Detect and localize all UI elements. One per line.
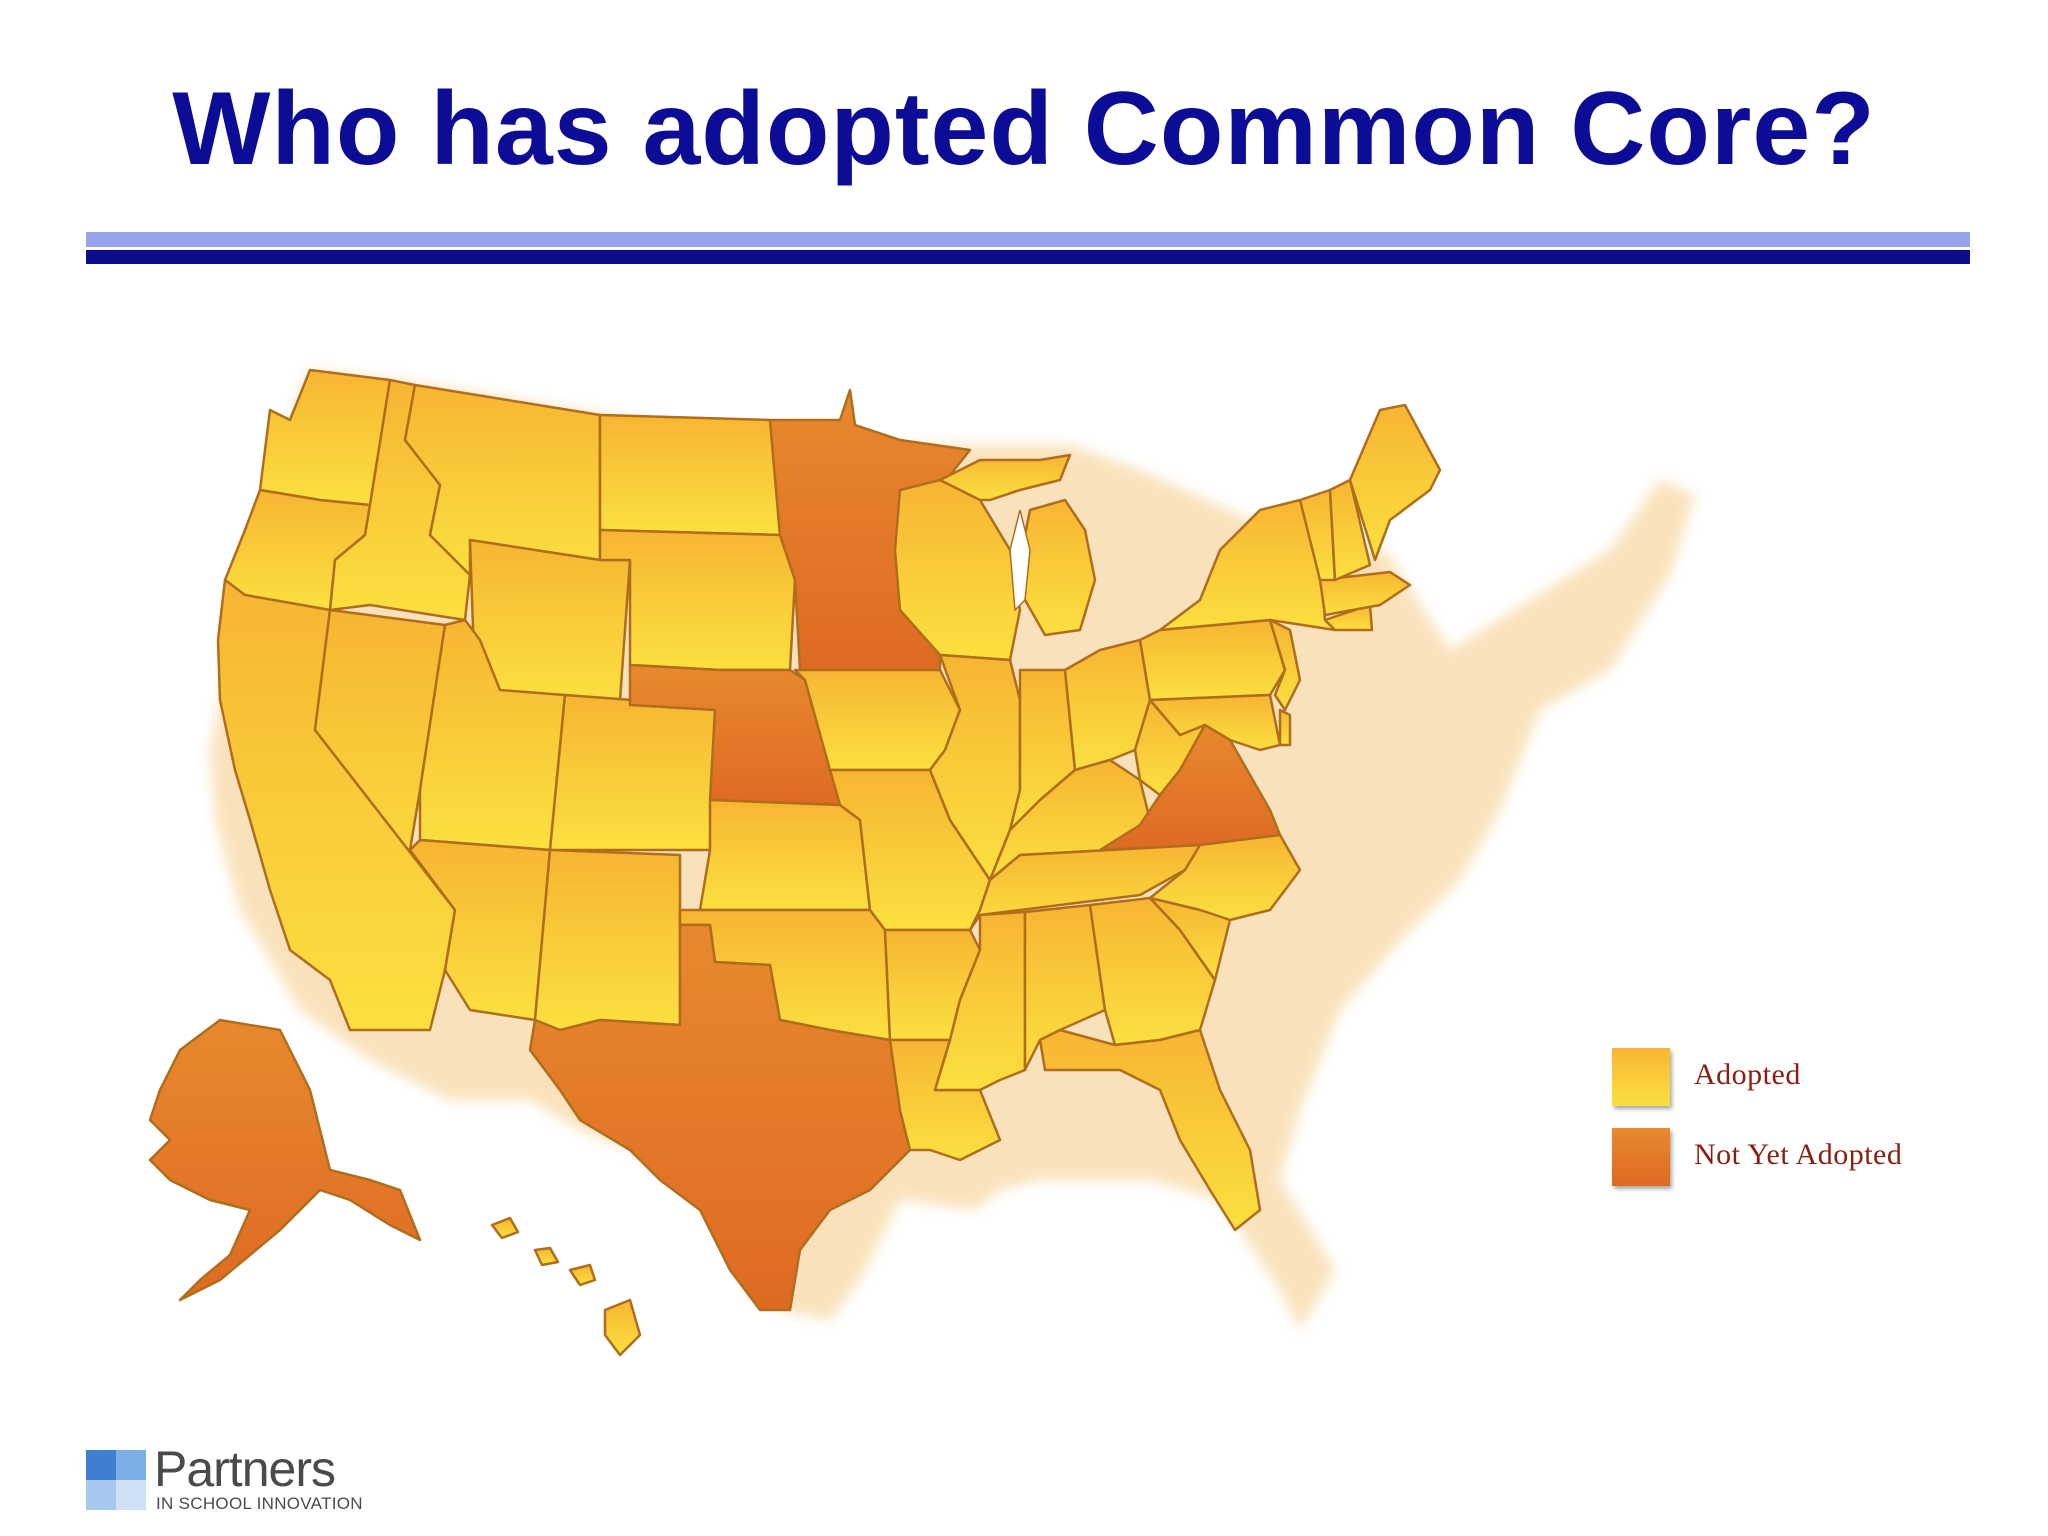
state-washington bbox=[258, 368, 392, 507]
state-hawaii bbox=[490, 1216, 642, 1357]
state-delaware bbox=[1278, 708, 1292, 747]
state-florida bbox=[1038, 1028, 1262, 1232]
state-north-dakota bbox=[598, 413, 782, 537]
title-rule-dark bbox=[86, 250, 1970, 264]
map-legend: Adopted Not Yet Adopted bbox=[1612, 1048, 1972, 1208]
state-michigan-upper bbox=[938, 453, 1072, 502]
state-alaska bbox=[148, 1018, 422, 1302]
legend-label-adopted: Adopted bbox=[1694, 1058, 1801, 1091]
logo-name: Partners bbox=[154, 1441, 336, 1497]
title-rule-light bbox=[86, 232, 1970, 247]
logo-squares-icon bbox=[86, 1450, 146, 1510]
legend-label-not-adopted: Not Yet Adopted bbox=[1694, 1138, 1903, 1171]
state-colorado bbox=[548, 693, 717, 852]
lake-michigan bbox=[1009, 509, 1031, 612]
state-maryland bbox=[1148, 693, 1282, 752]
logo-subtitle: IN SCHOOL INNOVATION bbox=[156, 1494, 363, 1513]
state-mississippi bbox=[933, 910, 1027, 1092]
us-map bbox=[140, 350, 1840, 1410]
state-kansas bbox=[698, 798, 872, 912]
slide-title: Who has adopted Common Core? bbox=[172, 71, 1876, 187]
legend-item-adopted: Adopted bbox=[1612, 1048, 1972, 1128]
lower-48 bbox=[216, 368, 1442, 1312]
partners-logo: Partners IN SCHOOL INNOVATION bbox=[86, 1441, 406, 1520]
state-pennsylvania bbox=[1138, 618, 1287, 702]
legend-item-not-adopted: Not Yet Adopted bbox=[1612, 1128, 1972, 1208]
legend-swatch-not-adopted bbox=[1612, 1128, 1670, 1186]
state-south-carolina bbox=[1148, 896, 1232, 982]
us-map-svg bbox=[148, 368, 1695, 1357]
state-new-mexico bbox=[533, 848, 682, 1032]
state-new-jersey bbox=[1268, 618, 1302, 712]
legend-swatch-adopted bbox=[1612, 1048, 1670, 1106]
state-maine bbox=[1348, 403, 1442, 562]
state-new-hampshire bbox=[1328, 478, 1372, 582]
state-texas bbox=[528, 923, 912, 1312]
state-massachusetts bbox=[1318, 570, 1412, 617]
state-south-dakota bbox=[598, 528, 797, 672]
